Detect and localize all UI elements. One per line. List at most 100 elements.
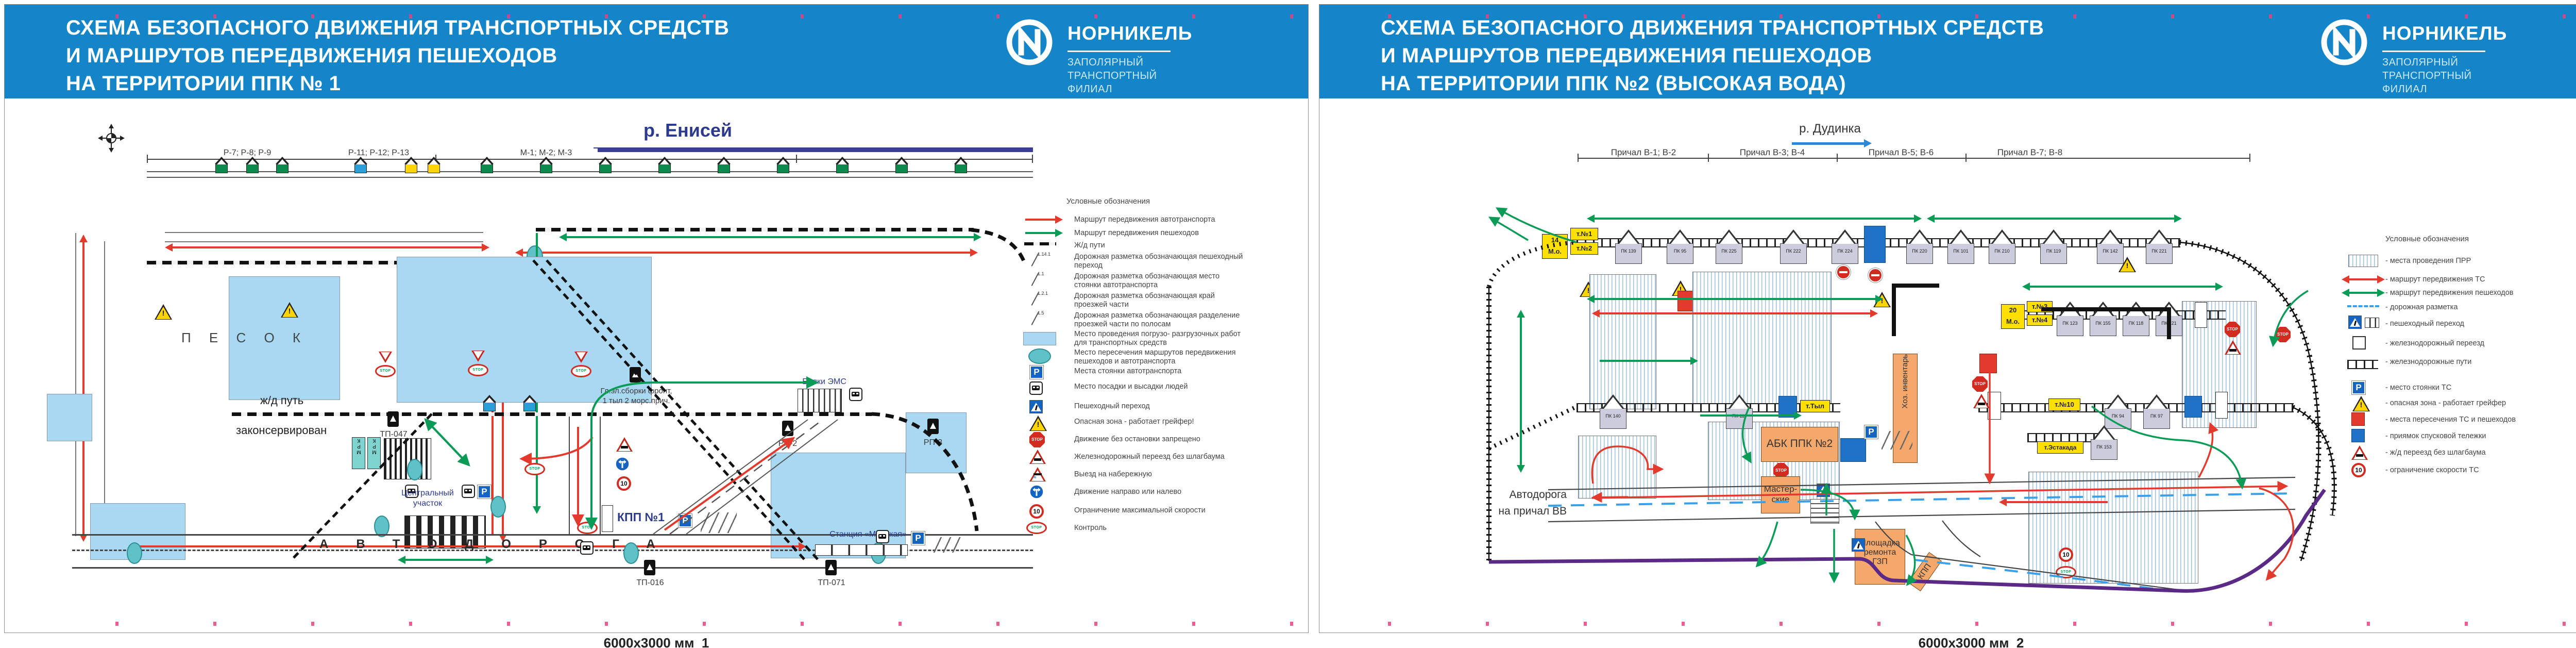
railway-line [232, 412, 872, 416]
conflict-zone-marker [1979, 354, 1997, 373]
legend-item-label: Железнодорожный переезд без шлагбаума [1074, 453, 1225, 461]
berth-label: Р-11; Р-12; Р-13 [327, 148, 430, 158]
road-name-label: на причал ВВ [1498, 505, 1567, 517]
loading-area [47, 394, 92, 441]
legend-marking-symbol [2347, 305, 2379, 307]
panel1-title-line2: И МАРШРУТОВ ПЕРЕДВИЖЕНИЯ ПЕШЕХОДОВ [66, 44, 557, 67]
point-tag: 20 М.о. [2001, 304, 2025, 329]
no-entry-icon [1868, 268, 1883, 283]
registration-marks [21, 622, 2576, 626]
berth-label: Причал В-1; В-2 [1587, 147, 1700, 158]
berth-bracket [147, 159, 1033, 160]
panel2-red-routes [1591, 359, 2295, 581]
branch-line1: ЗАПОЛЯРНЫЙ [1067, 57, 1144, 68]
stop-sign-icon: STOP [1972, 376, 1988, 392]
logo-divider [1067, 51, 1171, 52]
crane-box: ПК 119 [2040, 229, 2067, 264]
bracket-tick [1837, 154, 1838, 162]
legend-turn-icon [1029, 485, 1044, 499]
building-abk: АБК ППК №2 [1761, 427, 1838, 462]
sheet-caption: 6000x3000 мм_1 [603, 635, 709, 648]
bollard-icon [404, 157, 418, 173]
tag-label: М.о. [2006, 318, 2020, 325]
stop-sign-icon: STOP [1773, 463, 1789, 478]
parking-hatch [933, 537, 961, 553]
panel2-road-marking [1548, 492, 2296, 594]
speed-limit-icon: 10 [617, 476, 631, 491]
legend-item-label: Место пересечения маршрутов передвижения… [1074, 348, 1236, 365]
parking-hatch [1882, 431, 1912, 450]
legend-item-label: Маршрут передвижения пешеходов [1074, 229, 1199, 237]
bollard-icon [523, 395, 536, 411]
crane-box: ПК 140 [1600, 394, 1626, 429]
wall [1892, 284, 1939, 288]
legend-rail-symbol [2347, 360, 2378, 369]
give-way-icon [574, 352, 588, 363]
crane-box: ПК 225 [1716, 229, 1742, 264]
crane-label: ПК 155 [2095, 321, 2111, 326]
crossing-point-icon [374, 516, 389, 537]
crane-box: ПК 97 [2143, 394, 2170, 429]
legend-item-label: Ж/д пути [1074, 241, 1105, 250]
bollard-icon [246, 157, 259, 173]
crane-label: ПК 95 [1673, 248, 1687, 254]
legend-item-label: - ограничение скорости ТС [2385, 466, 2479, 474]
legend-loading-area-symbol [1023, 332, 1056, 345]
bracket-tick [147, 155, 148, 163]
legend-item-label: - дорожная разметка [2385, 303, 2458, 311]
sand-area-label: П Е С О К [181, 330, 308, 345]
bracket-tick [1578, 154, 1579, 162]
crane-label: ПК 221 [2151, 248, 2167, 254]
crane-box: ПК 139 [1615, 229, 1642, 264]
legend-item-label: Движение направо или налево [1074, 488, 1182, 496]
vehicle-route-arrow [515, 248, 978, 257]
legend-item-label: Дорожная разметка обозначающая край прое… [1074, 292, 1215, 309]
parking-hatch [701, 512, 737, 533]
point-tag: 14 М.о. [1542, 234, 1568, 259]
crossing-point-icon [127, 542, 142, 564]
point-tag: т.Тыл [1800, 400, 1830, 412]
road-edge [569, 417, 570, 535]
legend-item-label: Дорожная разметка обозначающая пешеходны… [1074, 253, 1243, 270]
info-board [1840, 438, 1866, 462]
bus-stop-icon [849, 388, 862, 401]
crane-label: ПК 225 [1721, 248, 1737, 254]
pedestrian-route-arrow [559, 233, 981, 241]
point-tag: т.№10 [2048, 398, 2080, 411]
electrical-label: 1 тыл 2 морс.прич. [602, 396, 670, 405]
branch-line2: ТРАНСПОРТНЫЙ [2382, 70, 2472, 81]
bollard-icon [895, 157, 908, 173]
legend-item-label: Выезд на набережную [1074, 470, 1152, 478]
legend-item-label: - маршрут передвижения пешеходов [2385, 289, 2514, 297]
legend-pit-symbol [2351, 429, 2365, 442]
road-name-label: АВТОДОРОГА [319, 537, 683, 551]
legend-vehicle-arrow [2342, 275, 2385, 284]
legend-conflict-symbol [2351, 412, 2365, 426]
legend-crosswalk-icon [2348, 315, 2362, 329]
bollard-icon [836, 157, 849, 173]
control-stop-icon: STOP [375, 365, 396, 377]
crane-box: ПК 95 [1667, 229, 1693, 264]
legend-stop-icon: STOP [1029, 432, 1045, 447]
legend-marking-symbol: 1.5 [1027, 310, 1046, 326]
bollard-icon [776, 157, 790, 173]
panel1-red-routes [519, 427, 795, 531]
legend-item-label: Пешеходный переход [1074, 402, 1150, 410]
vehicle-route-arrow [79, 235, 88, 542]
legend-item-label: - приямок спусковой тележки [2385, 432, 2486, 440]
legend-rail-crossing-icon [2351, 445, 2368, 460]
building-label: ремонта [1863, 548, 1896, 557]
crane-box: ПК 221 [2146, 229, 2173, 264]
trolley-pit [2184, 396, 2202, 418]
vehicle-route-arrow [165, 243, 489, 252]
river-bar [594, 147, 1033, 152]
mrk-box: МРК [367, 437, 381, 469]
legend-marking-symbol: 1.14.1 [1027, 252, 1050, 267]
panel1-title-line3: НА ТЕРРИТОРИИ ППК № 1 [66, 72, 341, 95]
legend-marking-symbol: 1.2.1 [1027, 291, 1048, 306]
legend-item-label: Места стоянки автотранспорта [1074, 367, 1182, 375]
crane-box: ПК 220 [1906, 229, 1933, 264]
electrical-sign-icon [644, 560, 655, 575]
river-label: р. Дудинка [1799, 122, 1861, 136]
crane-box: ПК 94 [2105, 394, 2131, 429]
